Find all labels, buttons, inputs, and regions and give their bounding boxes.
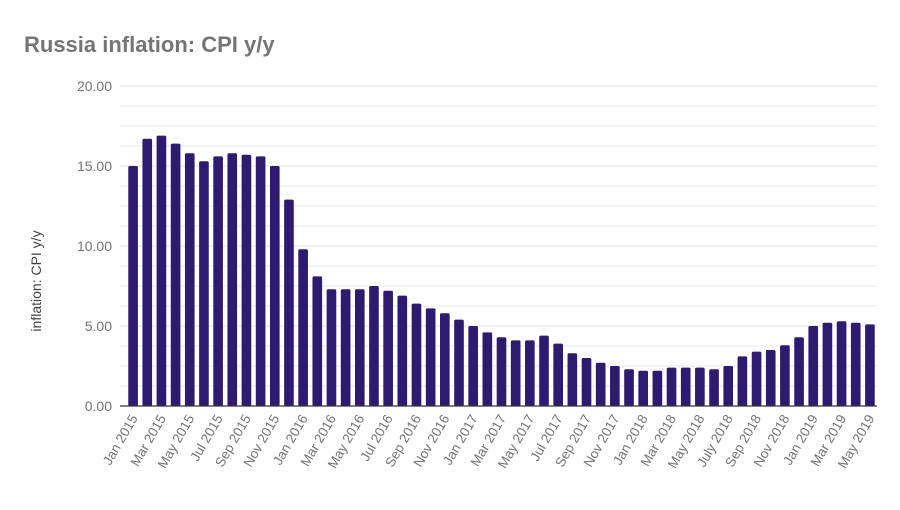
y-tick-label: 10.00 <box>77 238 112 254</box>
bar <box>213 156 223 406</box>
bar <box>284 199 294 406</box>
bar <box>199 161 209 406</box>
y-tick-label: 15.00 <box>77 158 112 174</box>
bar <box>595 362 606 406</box>
bar <box>680 367 691 406</box>
bar <box>241 154 252 406</box>
bar <box>454 319 464 406</box>
y-tick-label: 20.00 <box>77 78 112 94</box>
bar <box>610 366 620 406</box>
bar <box>170 143 181 406</box>
bar <box>850 322 861 406</box>
bar <box>184 153 195 406</box>
bar <box>695 367 705 406</box>
bar <box>425 308 436 406</box>
bar <box>581 358 592 406</box>
y-tick-labels: 0.00 5.00 10.00 15.00 20.00 <box>77 78 112 414</box>
bar <box>496 337 507 406</box>
bar <box>440 313 450 406</box>
bar <box>765 350 776 406</box>
bar <box>709 369 719 406</box>
bar <box>737 356 748 406</box>
y-tick-label: 0.00 <box>85 398 112 414</box>
bar <box>397 295 408 406</box>
chart-title: Russia inflation: CPI y/y <box>24 32 275 57</box>
bars <box>128 135 875 407</box>
bar <box>269 166 280 406</box>
bar <box>369 286 379 406</box>
bar <box>652 370 663 406</box>
bar <box>638 370 649 406</box>
bar <box>354 289 365 406</box>
bar <box>156 135 167 406</box>
bar <box>723 366 734 406</box>
bar <box>383 290 393 406</box>
bar <box>142 138 153 407</box>
bar <box>836 321 847 406</box>
bar <box>624 369 634 406</box>
bar <box>666 367 677 406</box>
bar <box>468 326 478 406</box>
bar <box>326 289 337 406</box>
bar <box>510 340 521 406</box>
bar <box>567 353 578 406</box>
bar <box>128 166 138 406</box>
bar <box>822 322 833 406</box>
bar <box>227 153 238 406</box>
bar <box>780 345 790 406</box>
y-axis-label: inflation: CPI y/y <box>28 230 44 331</box>
bar <box>482 332 493 406</box>
bar <box>553 343 563 406</box>
bar <box>340 289 351 406</box>
bar <box>255 156 266 406</box>
bar <box>298 249 308 406</box>
bar <box>411 303 422 406</box>
bar <box>539 335 549 406</box>
y-tick-label: 5.00 <box>85 318 112 334</box>
bar <box>751 351 762 406</box>
bar <box>865 324 875 406</box>
bar <box>794 337 804 406</box>
bar <box>525 340 535 406</box>
bar <box>312 276 323 406</box>
bar <box>808 326 819 406</box>
